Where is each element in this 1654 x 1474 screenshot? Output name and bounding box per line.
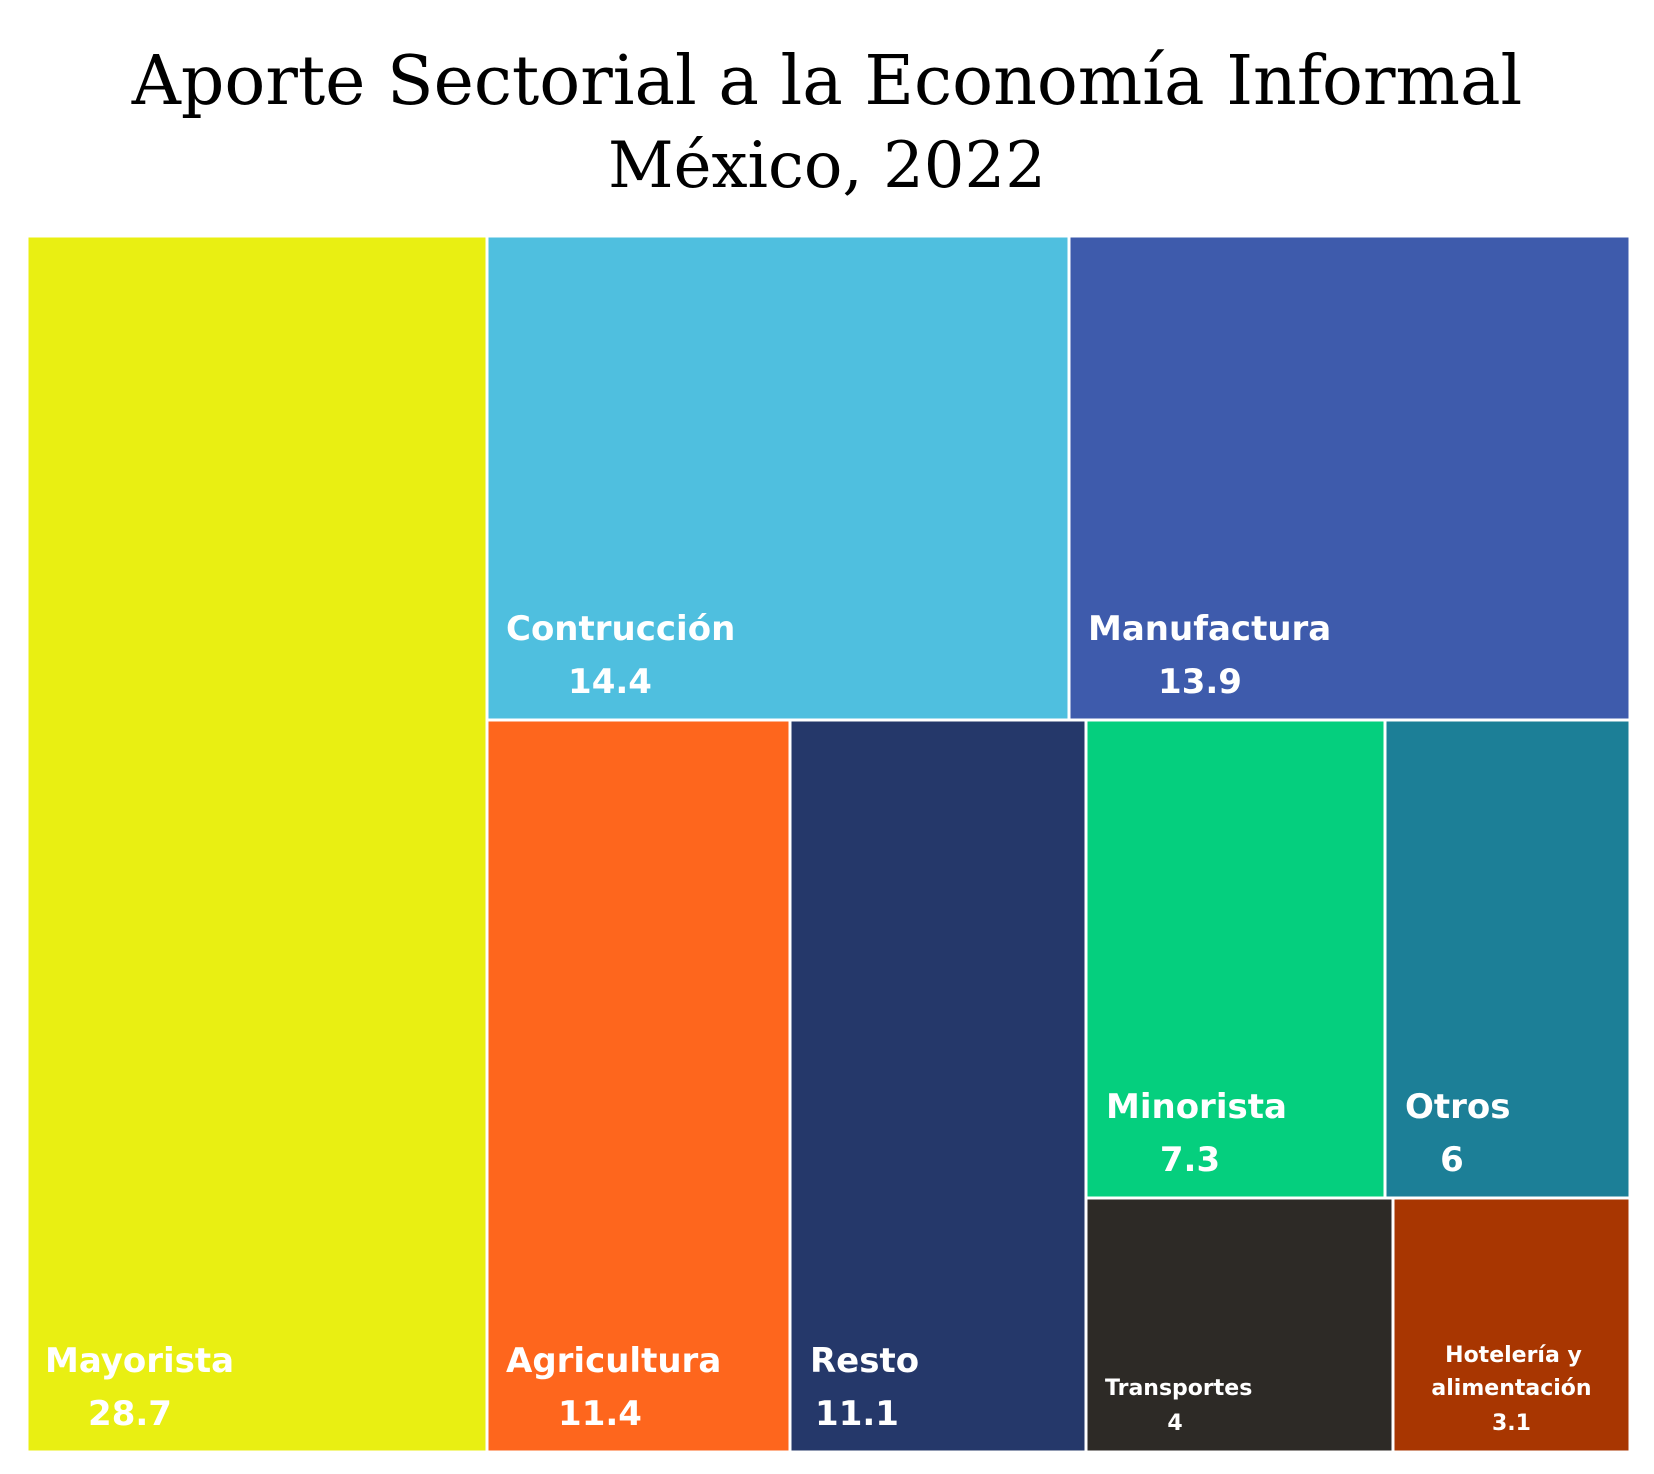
- tile-value: 14.4: [568, 662, 652, 702]
- tile-value: 11.1: [815, 1394, 899, 1434]
- tile-value: 3.1: [1492, 1411, 1531, 1436]
- tile-label: Transportes: [1105, 1376, 1252, 1401]
- treemap-tile-1: Contrucción 14.4: [485, 234, 1071, 722]
- treemap-tile-6: Otros 6: [1383, 718, 1632, 1200]
- treemap-tile-7: Transportes 4: [1084, 1196, 1395, 1454]
- chart-title: Aporte Sectorial a la Economía Informal: [131, 42, 1523, 121]
- tile-label: Agricultura: [506, 1341, 721, 1381]
- tile-rect: [485, 718, 792, 1454]
- tile-rect: [1067, 234, 1632, 722]
- treemap-tile-3: Agricultura 11.4: [485, 718, 792, 1454]
- tile-rect: [1084, 1196, 1395, 1454]
- treemap-tile-5: Minorista 7.3: [1084, 718, 1387, 1200]
- tile-rect: [788, 718, 1088, 1454]
- tile-value: 28.7: [88, 1394, 172, 1434]
- treemap-tile-0: Mayorista 28.7: [25, 234, 489, 1454]
- tile-rect: [25, 234, 489, 1454]
- tile-label: Contrucción: [506, 609, 735, 649]
- tile-label: Hotelería y alimentación: [1431, 1343, 1591, 1401]
- tile-value: 13.9: [1158, 662, 1242, 702]
- chart-subtitle: México, 2022: [608, 129, 1046, 203]
- tile-rect: [1391, 1196, 1632, 1454]
- tile-rect: [1383, 718, 1632, 1200]
- tile-rect: [485, 234, 1071, 722]
- tile-label: Minorista: [1106, 1087, 1287, 1127]
- tile-label: Manufactura: [1088, 609, 1331, 649]
- treemap-tile-4: Resto 11.1: [788, 718, 1088, 1454]
- tile-value: 11.4: [558, 1394, 642, 1434]
- treemap-tile-8: Hotelería y alimentación 3.1: [1391, 1196, 1632, 1454]
- tile-label: Otros: [1405, 1087, 1511, 1127]
- tile-label: Mayorista: [45, 1341, 234, 1381]
- treemap-tile-2: Manufactura 13.9: [1067, 234, 1632, 722]
- tile-value: 4: [1167, 1411, 1182, 1436]
- tile-value: 6: [1440, 1140, 1464, 1180]
- tile-label: Resto: [810, 1341, 919, 1381]
- tile-value: 7.3: [1160, 1140, 1220, 1180]
- tile-rect: [1084, 718, 1387, 1200]
